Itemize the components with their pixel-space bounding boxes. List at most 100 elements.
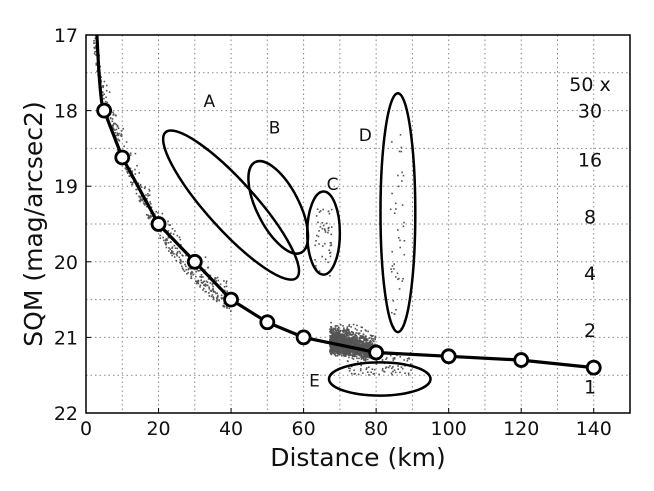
- scatter-point: [367, 342, 370, 344]
- scatter-point: [103, 93, 105, 95]
- scatter-point: [360, 341, 362, 343]
- scatter-point: [350, 326, 352, 328]
- scatter-point: [343, 330, 345, 333]
- scatter-point: [318, 230, 320, 232]
- scatter-point: [370, 337, 373, 339]
- scatter-point: [329, 332, 332, 334]
- scatter-point: [381, 369, 384, 372]
- scatter-point: [324, 229, 326, 232]
- scatter-point: [347, 348, 350, 351]
- scatter-point: [333, 349, 335, 352]
- scatter-point: [399, 371, 401, 374]
- scatter-point: [367, 346, 370, 348]
- scatter-point: [345, 337, 347, 340]
- x-tick-label: 0: [80, 418, 92, 440]
- scatter-point: [114, 122, 116, 125]
- scatter-point: [330, 349, 333, 352]
- scatter-point: [155, 210, 157, 213]
- scatter-point: [111, 120, 114, 123]
- scatter-point: [195, 275, 197, 278]
- scatter-point: [335, 325, 337, 327]
- scatter-point: [145, 194, 147, 196]
- curve-marker: [114, 149, 131, 166]
- scatter-point: [368, 337, 370, 339]
- scatter-point: [316, 234, 318, 237]
- scatter-point: [171, 227, 174, 230]
- scatter-point: [354, 327, 357, 330]
- scatter-point: [206, 284, 209, 287]
- curve-marker: [368, 344, 385, 361]
- scatter-point: [333, 353, 336, 356]
- scatter-point: [332, 350, 334, 352]
- scatter-point: [330, 353, 333, 356]
- scatter-point: [111, 126, 114, 128]
- scatter-point: [367, 330, 369, 333]
- scatter-point: [333, 348, 335, 351]
- scatter-point: [165, 242, 168, 244]
- scatter-point: [397, 185, 400, 188]
- scatter-point: [373, 340, 375, 343]
- scatter-point: [338, 353, 341, 356]
- ratio-label: 16: [578, 150, 602, 172]
- scatter-point: [116, 149, 119, 151]
- scatter-point: [181, 265, 183, 268]
- scatter-point: [349, 334, 351, 336]
- scatter-point: [349, 340, 351, 343]
- scatter-point: [360, 368, 362, 370]
- scatter-point: [360, 335, 363, 337]
- scatter-point: [408, 374, 410, 376]
- scatter-point: [352, 355, 354, 357]
- scatter-point: [343, 347, 346, 349]
- scatter-point: [362, 343, 364, 346]
- scatter-point: [129, 154, 132, 156]
- scatter-point: [352, 331, 354, 334]
- scatter-point: [333, 332, 335, 335]
- scatter-point: [383, 371, 386, 373]
- scatter-point: [363, 338, 366, 340]
- scatter-point: [391, 250, 393, 253]
- scatter-point: [159, 237, 162, 239]
- scatter-point: [178, 256, 181, 259]
- scatter-point: [202, 289, 204, 291]
- scatter-point: [363, 355, 366, 357]
- scatter-point: [337, 345, 340, 348]
- scatter-point: [391, 311, 393, 314]
- scatter-point: [337, 337, 339, 340]
- scatter-point: [344, 342, 347, 344]
- scatter-point: [94, 46, 97, 49]
- scatter-point: [319, 226, 322, 228]
- scatter-point: [355, 344, 357, 347]
- scatter-point: [369, 341, 371, 344]
- ratio-label: 8: [584, 206, 596, 228]
- scatter-point: [339, 347, 342, 349]
- scatter-point: [387, 366, 390, 369]
- scatter-point: [362, 342, 365, 344]
- scatter-point: [360, 345, 363, 348]
- scatter-point: [333, 336, 336, 339]
- scatter-point: [170, 250, 173, 252]
- scatter-point: [360, 353, 363, 356]
- scatter-point: [391, 373, 393, 376]
- scatter-point: [143, 187, 146, 190]
- scatter-point: [225, 305, 228, 308]
- scatter-point: [139, 184, 142, 187]
- scatter-point: [349, 352, 351, 355]
- scatter-point: [148, 194, 151, 196]
- scatter-point: [334, 327, 337, 329]
- scatter-point: [346, 338, 349, 341]
- scatter-point: [402, 278, 404, 280]
- scatter-point: [394, 371, 397, 374]
- scatter-point: [367, 343, 369, 345]
- scatter-point: [331, 334, 333, 337]
- ellipse-b: [247, 159, 310, 255]
- scatter-point: [339, 349, 341, 351]
- scatter-point: [345, 332, 348, 334]
- scatter-point: [368, 366, 370, 368]
- highlight-ellipses: A B C D E: [161, 92, 432, 397]
- scatter-point: [173, 244, 176, 247]
- scatter-point: [331, 351, 333, 353]
- scatter-point: [335, 350, 337, 353]
- scatter-point: [365, 368, 368, 371]
- scatter-point: [209, 282, 212, 284]
